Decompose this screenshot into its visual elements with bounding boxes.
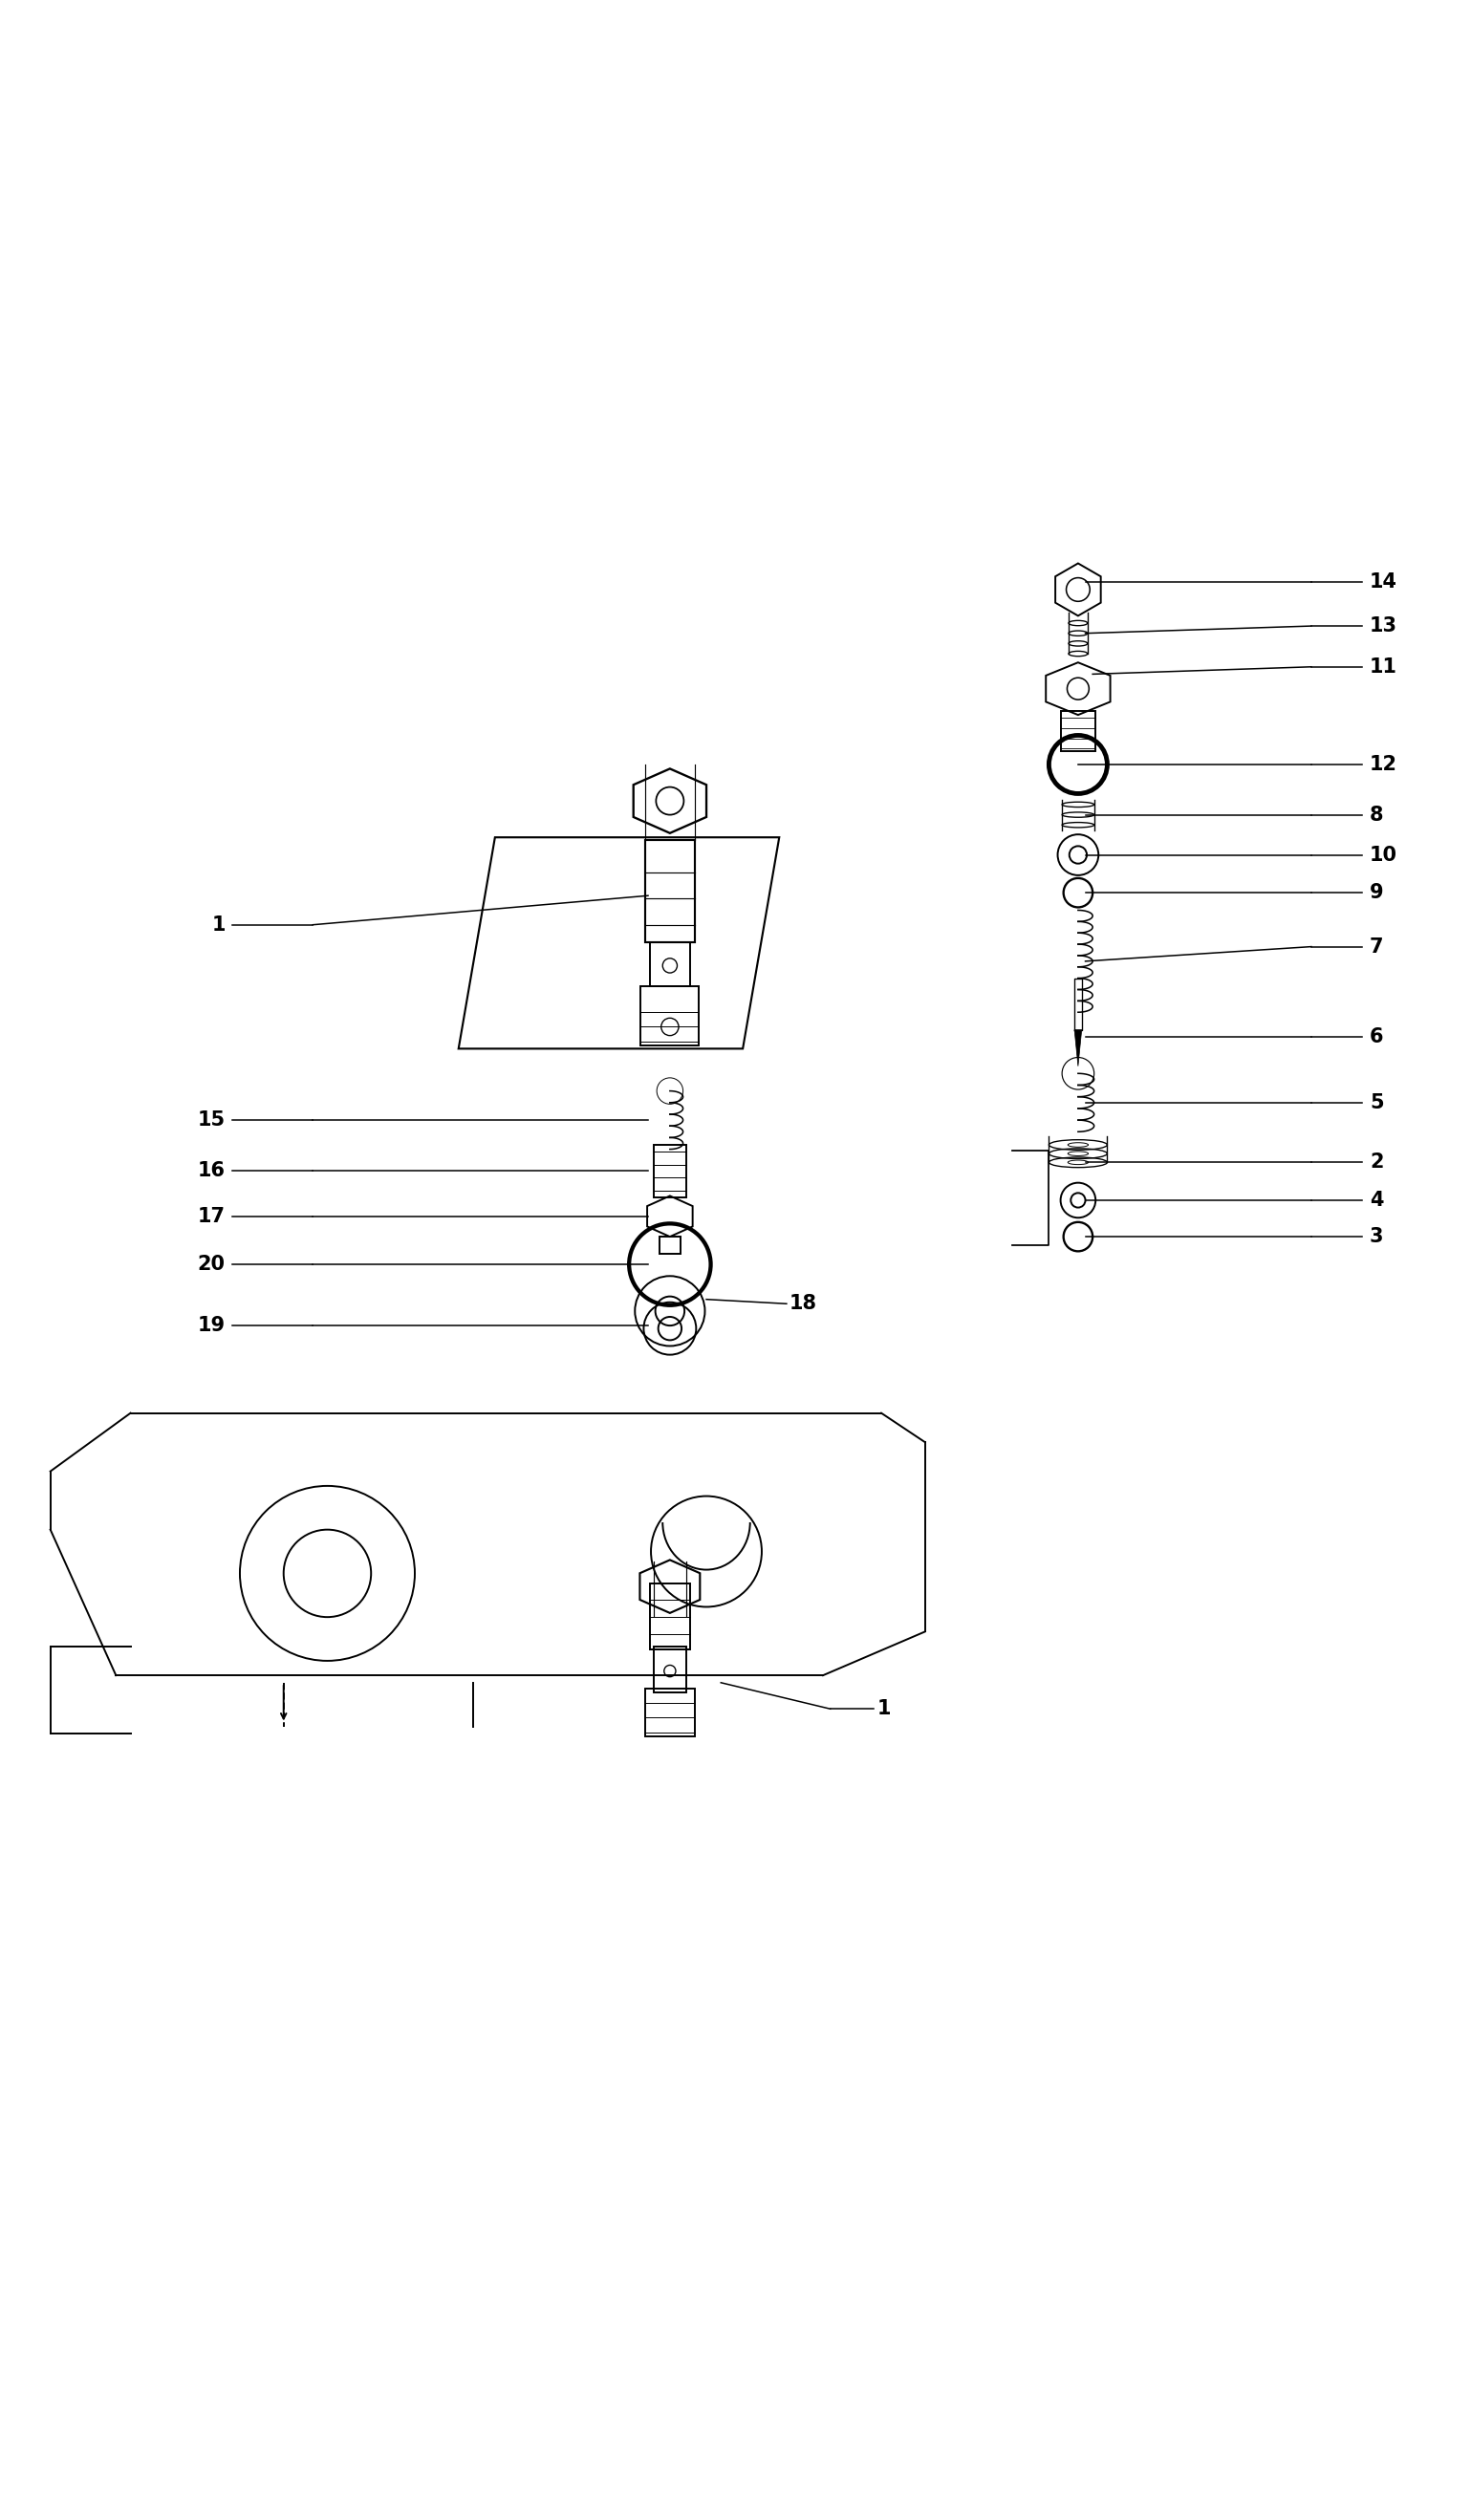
Bar: [1061, 711, 1096, 751]
Text: 7: 7: [1370, 937, 1383, 955]
Bar: [646, 839, 694, 942]
Text: 10: 10: [1370, 844, 1397, 864]
Text: 19: 19: [197, 1315, 225, 1336]
Text: 4: 4: [1370, 1189, 1383, 1210]
Bar: [650, 1583, 690, 1648]
Text: 17: 17: [197, 1207, 225, 1225]
Text: 3: 3: [1370, 1227, 1383, 1247]
Bar: [641, 985, 699, 1046]
Text: 20: 20: [197, 1255, 225, 1275]
Polygon shape: [1074, 1031, 1081, 1066]
Text: 13: 13: [1370, 617, 1397, 635]
Bar: [650, 942, 690, 985]
Text: 2: 2: [1370, 1152, 1383, 1172]
Bar: [646, 1688, 694, 1736]
Text: 18: 18: [790, 1295, 818, 1313]
Bar: [655, 1646, 685, 1693]
Text: 16: 16: [197, 1162, 225, 1182]
Text: 8: 8: [1370, 806, 1383, 824]
Text: 6: 6: [1370, 1028, 1383, 1046]
Text: 5: 5: [1370, 1094, 1384, 1111]
Text: 15: 15: [197, 1111, 225, 1129]
Bar: [655, 1144, 685, 1197]
Bar: [659, 1237, 680, 1255]
Text: 9: 9: [1370, 882, 1384, 902]
Text: 12: 12: [1370, 756, 1397, 774]
Text: 1: 1: [212, 915, 225, 935]
Text: 14: 14: [1370, 572, 1397, 592]
Text: 1: 1: [877, 1698, 891, 1719]
Text: 11: 11: [1370, 658, 1397, 675]
